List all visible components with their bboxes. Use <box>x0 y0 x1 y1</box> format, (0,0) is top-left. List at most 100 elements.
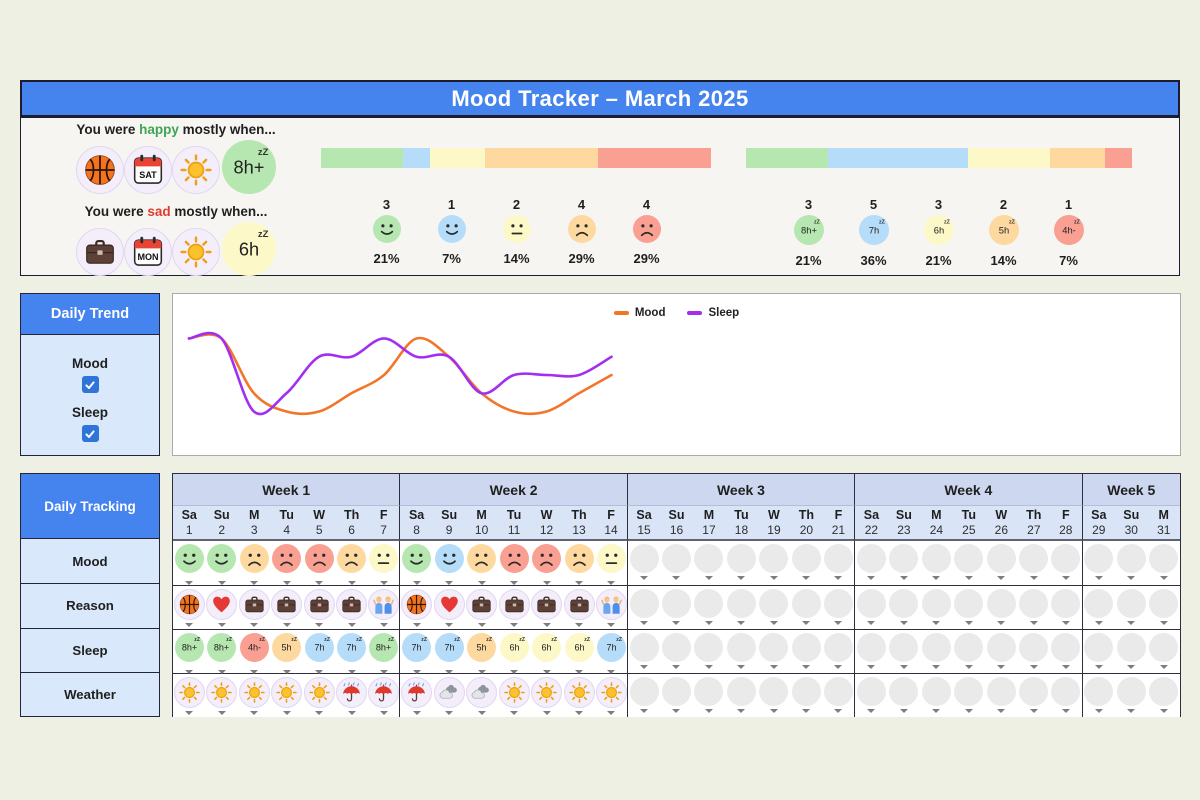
sleep-cell-day-17[interactable] <box>692 630 726 674</box>
mood-cell-day-3[interactable] <box>237 541 271 586</box>
weather-cell-day-2[interactable] <box>205 674 238 717</box>
weather-cell-day-7[interactable] <box>367 674 401 717</box>
weather-cell-day-18[interactable] <box>725 674 758 717</box>
weather-cell-day-20[interactable] <box>790 674 823 717</box>
mood-cell-day-28[interactable] <box>1050 541 1083 586</box>
weather-cell-day-13[interactable] <box>562 674 596 717</box>
mood-cell-day-24[interactable] <box>920 541 953 586</box>
reason-cell-day-19[interactable] <box>757 586 791 630</box>
sleep-cell-day-30[interactable] <box>1115 630 1148 674</box>
reason-cell-day-23[interactable] <box>887 586 921 630</box>
weather-cell-day-5[interactable] <box>302 674 336 717</box>
reason-cell-day-5[interactable] <box>302 586 336 630</box>
sleep-cell-day-22[interactable] <box>855 630 888 674</box>
sleep-cell-day-10[interactable]: 5h zZ <box>465 630 498 674</box>
weather-cell-day-22[interactable] <box>855 674 888 717</box>
reason-cell-day-8[interactable] <box>400 586 433 630</box>
sleep-cell-day-16[interactable] <box>660 630 693 674</box>
mood-cell-day-15[interactable] <box>627 541 661 586</box>
mood-cell-day-29[interactable] <box>1082 541 1116 586</box>
sleep-cell-day-9[interactable]: 7h zZ <box>432 630 466 674</box>
weather-cell-day-31[interactable] <box>1147 674 1180 717</box>
weather-cell-day-29[interactable] <box>1082 674 1116 717</box>
weather-cell-day-28[interactable] <box>1050 674 1083 717</box>
mood-cell-day-30[interactable] <box>1115 541 1148 586</box>
mood-cell-day-16[interactable] <box>660 541 693 586</box>
reason-cell-day-24[interactable] <box>920 586 953 630</box>
reason-cell-day-10[interactable] <box>465 586 498 630</box>
sleep-cell-day-31[interactable] <box>1147 630 1180 674</box>
mood-cell-day-1[interactable] <box>173 541 206 586</box>
weather-cell-day-27[interactable] <box>1017 674 1051 717</box>
mood-cell-day-17[interactable] <box>692 541 726 586</box>
mood-cell-day-20[interactable] <box>790 541 823 586</box>
weather-cell-day-12[interactable] <box>530 674 563 717</box>
weather-cell-day-15[interactable] <box>627 674 661 717</box>
reason-cell-day-31[interactable] <box>1147 586 1180 630</box>
mood-cell-day-14[interactable] <box>595 541 628 586</box>
weather-cell-day-6[interactable] <box>335 674 368 717</box>
sleep-cell-day-13[interactable]: 6h zZ <box>562 630 596 674</box>
weather-cell-day-10[interactable] <box>465 674 498 717</box>
sleep-cell-day-25[interactable] <box>952 630 986 674</box>
reason-cell-day-14[interactable] <box>595 586 628 630</box>
weather-cell-day-30[interactable] <box>1115 674 1148 717</box>
reason-cell-day-27[interactable] <box>1017 586 1051 630</box>
reason-cell-day-21[interactable] <box>822 586 856 630</box>
sleep-cell-day-24[interactable] <box>920 630 953 674</box>
sleep-cell-day-26[interactable] <box>985 630 1018 674</box>
sleep-cell-day-15[interactable] <box>627 630 661 674</box>
mood-cell-day-27[interactable] <box>1017 541 1051 586</box>
weather-cell-day-26[interactable] <box>985 674 1018 717</box>
sleep-checkbox[interactable] <box>81 425 99 442</box>
mood-cell-day-9[interactable] <box>432 541 466 586</box>
weather-cell-day-9[interactable] <box>432 674 466 717</box>
reason-cell-day-30[interactable] <box>1115 586 1148 630</box>
sleep-cell-day-2[interactable]: 8h+ zZ <box>205 630 238 674</box>
sleep-cell-day-7[interactable]: 8h+ zZ <box>367 630 401 674</box>
reason-cell-day-16[interactable] <box>660 586 693 630</box>
reason-cell-day-26[interactable] <box>985 586 1018 630</box>
reason-cell-day-20[interactable] <box>790 586 823 630</box>
mood-cell-day-25[interactable] <box>952 541 986 586</box>
weather-cell-day-19[interactable] <box>757 674 791 717</box>
reason-cell-day-12[interactable] <box>530 586 563 630</box>
mood-cell-day-10[interactable] <box>465 541 498 586</box>
reason-cell-day-25[interactable] <box>952 586 986 630</box>
weather-cell-day-8[interactable] <box>400 674 433 717</box>
reason-cell-day-15[interactable] <box>627 586 661 630</box>
mood-cell-day-26[interactable] <box>985 541 1018 586</box>
weather-cell-day-3[interactable] <box>237 674 271 717</box>
reason-cell-day-4[interactable] <box>270 586 303 630</box>
sleep-cell-day-21[interactable] <box>822 630 856 674</box>
mood-cell-day-6[interactable] <box>335 541 368 586</box>
mood-checkbox[interactable] <box>81 376 99 393</box>
sleep-cell-day-6[interactable]: 7h zZ <box>335 630 368 674</box>
reason-cell-day-1[interactable] <box>173 586 206 630</box>
sleep-cell-day-23[interactable] <box>887 630 921 674</box>
reason-cell-day-18[interactable] <box>725 586 758 630</box>
weather-cell-day-16[interactable] <box>660 674 693 717</box>
reason-cell-day-28[interactable] <box>1050 586 1083 630</box>
reason-cell-day-13[interactable] <box>562 586 596 630</box>
reason-cell-day-9[interactable] <box>432 586 466 630</box>
sleep-cell-day-28[interactable] <box>1050 630 1083 674</box>
reason-cell-day-2[interactable] <box>205 586 238 630</box>
sleep-cell-day-18[interactable] <box>725 630 758 674</box>
reason-cell-day-29[interactable] <box>1082 586 1116 630</box>
mood-cell-day-21[interactable] <box>822 541 856 586</box>
sleep-cell-day-27[interactable] <box>1017 630 1051 674</box>
sleep-cell-day-12[interactable]: 6h zZ <box>530 630 563 674</box>
sleep-cell-day-19[interactable] <box>757 630 791 674</box>
weather-cell-day-17[interactable] <box>692 674 726 717</box>
sleep-cell-day-4[interactable]: 5h zZ <box>270 630 303 674</box>
mood-cell-day-12[interactable] <box>530 541 563 586</box>
reason-cell-day-7[interactable] <box>367 586 401 630</box>
sleep-cell-day-5[interactable]: 7h zZ <box>302 630 336 674</box>
sleep-cell-day-14[interactable]: 7h zZ <box>595 630 628 674</box>
mood-cell-day-13[interactable] <box>562 541 596 586</box>
sleep-cell-day-8[interactable]: 7h zZ <box>400 630 433 674</box>
weather-cell-day-14[interactable] <box>595 674 628 717</box>
mood-cell-day-18[interactable] <box>725 541 758 586</box>
mood-cell-day-23[interactable] <box>887 541 921 586</box>
